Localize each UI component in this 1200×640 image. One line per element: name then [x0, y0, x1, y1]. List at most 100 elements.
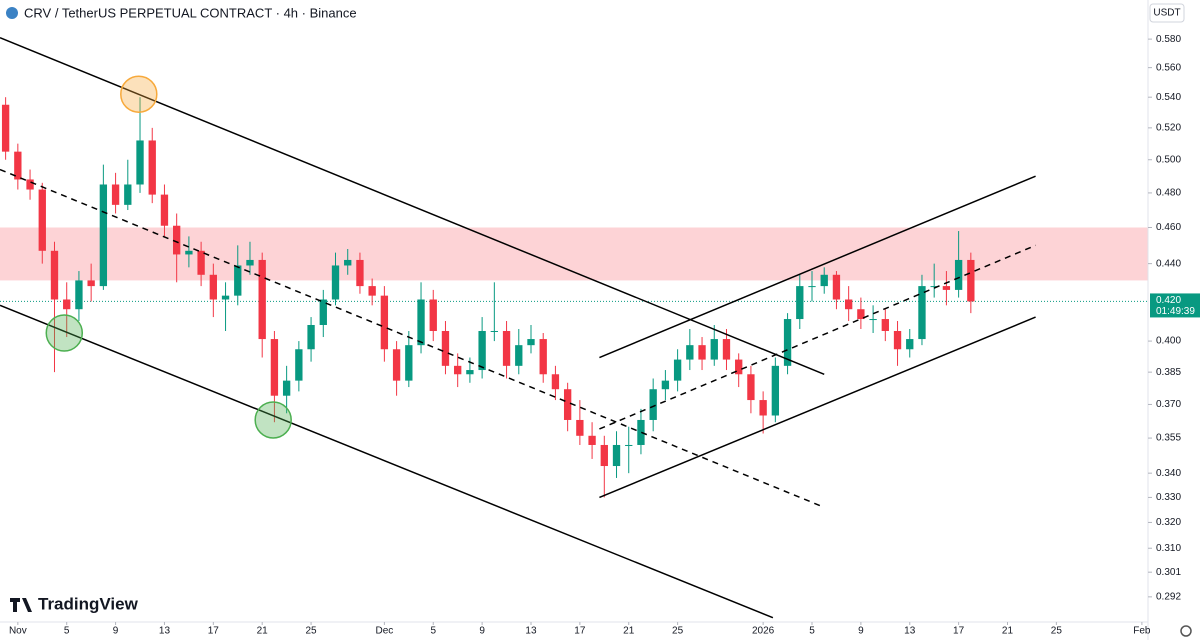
x-tick-label: 5 [430, 626, 436, 637]
candle-body [637, 419, 645, 445]
candle-body [588, 435, 596, 445]
y-tick-label: 0.385 [1156, 367, 1181, 378]
candle-body [197, 250, 205, 275]
x-tick-label: 13 [525, 626, 537, 637]
candle-body [893, 330, 902, 350]
candle-body [63, 299, 71, 310]
last-price-label: 0.420 [1156, 295, 1181, 306]
brand-logo [10, 598, 32, 612]
y-tick-label: 0.540 [1156, 92, 1181, 103]
candle-body [808, 286, 816, 288]
candle-body [356, 259, 364, 287]
x-tick-label: Feb [1133, 626, 1151, 637]
candle-body [686, 345, 694, 360]
y-tick-label: 0.301 [1156, 567, 1181, 578]
candle-body [295, 349, 303, 381]
x-tick-label: 9 [479, 626, 485, 637]
trend-line [0, 37, 825, 375]
y-tick-label: 0.340 [1156, 468, 1181, 479]
candle-body [368, 286, 376, 296]
candle-body [783, 319, 792, 366]
trend-line [0, 304, 774, 619]
y-tick-label: 0.500 [1156, 154, 1181, 165]
x-tick-label: 21 [1002, 626, 1014, 637]
candle-body [246, 259, 254, 266]
candle-body [551, 374, 560, 390]
trend-line [0, 168, 825, 509]
x-tick-label: 21 [257, 626, 269, 637]
candle-body [881, 319, 889, 331]
candle-body [307, 324, 315, 350]
candle-body [26, 179, 34, 190]
candle-body [954, 259, 963, 290]
candle-body [747, 374, 755, 401]
candle-body [832, 274, 841, 300]
candle-body [857, 309, 865, 320]
chart-title: CRV / TetherUS PERPETUAL CONTRACT · 4h ·… [24, 5, 357, 20]
candle-body [796, 286, 804, 320]
highlight-circle [120, 75, 158, 113]
x-tick-label: 9 [113, 626, 119, 637]
candle-body [906, 339, 914, 350]
candle-body [515, 345, 523, 366]
y-tick-label: 0.440 [1156, 258, 1181, 269]
x-tick-label: 5 [809, 626, 815, 637]
candle-body [185, 250, 193, 255]
highlight-circle [254, 401, 292, 439]
candle-body [160, 194, 169, 226]
candle-body [270, 339, 279, 396]
candle-body [930, 286, 938, 288]
x-tick-label: 2026 [752, 626, 775, 637]
candle-body [331, 265, 340, 300]
candle-body [820, 274, 828, 287]
settings-icon[interactable] [1180, 625, 1192, 637]
trend-line [599, 244, 1036, 430]
candle-body [441, 330, 450, 366]
x-tick-label: 17 [953, 626, 965, 637]
candle-body [50, 250, 59, 300]
candle-body [209, 274, 217, 300]
candle-body [136, 140, 144, 185]
y-tick-label: 0.355 [1156, 433, 1181, 444]
y-tick-label: 0.320 [1156, 517, 1181, 528]
candle-body [466, 370, 474, 375]
candle-body [771, 365, 780, 416]
candle-body [417, 299, 425, 346]
highlight-circle [45, 314, 84, 352]
y-tick-label: 0.370 [1156, 399, 1181, 410]
candle-body [221, 295, 230, 300]
brand: TradingView [38, 594, 139, 613]
candle-body [612, 444, 621, 467]
x-tick-label: 25 [1051, 626, 1063, 637]
candle-body [380, 295, 389, 350]
candle-body [75, 280, 83, 310]
candle-body [527, 339, 535, 346]
candle-body [344, 259, 352, 266]
candle-body [649, 389, 657, 420]
y-tick-label: 0.310 [1156, 543, 1181, 554]
candle-body [282, 380, 291, 396]
plot-area [0, 37, 1148, 619]
y-tick-label: 0.520 [1156, 123, 1181, 134]
candle-body [454, 365, 462, 375]
candle-body [673, 359, 682, 381]
candle-body [869, 319, 877, 321]
candle-body [38, 189, 46, 251]
candle-body [625, 444, 633, 446]
candle-body [1, 104, 10, 152]
x-tick-label: 17 [574, 626, 586, 637]
x-tick-label: 17 [208, 626, 220, 637]
y-tick-label: 0.292 [1156, 591, 1181, 602]
y-tick-label: 0.400 [1156, 336, 1181, 347]
x-tick-label: 25 [672, 626, 684, 637]
candle-body [967, 259, 975, 302]
candle-body [490, 330, 499, 332]
currency-button[interactable] [1149, 3, 1185, 23]
candle-body [735, 359, 743, 375]
currency[interactable]: USDT [1153, 8, 1180, 19]
candle-body [759, 400, 767, 416]
candle-body [563, 389, 572, 420]
candle-body [173, 225, 181, 255]
